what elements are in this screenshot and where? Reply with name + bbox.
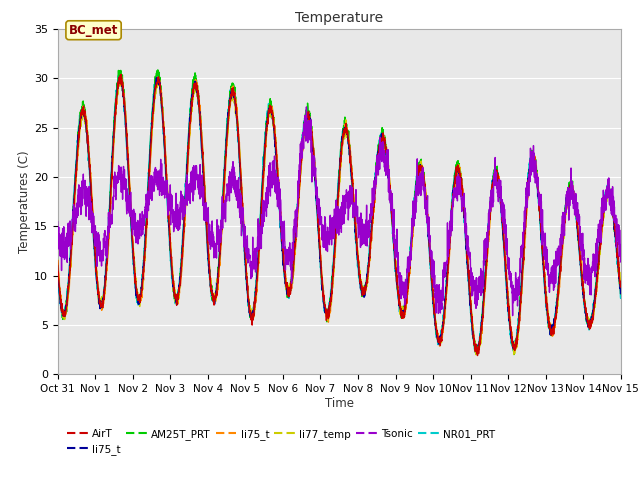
Text: BC_met: BC_met xyxy=(69,24,118,37)
X-axis label: Time: Time xyxy=(324,397,354,410)
Legend: AirT, li75_t, AM25T_PRT, li75_t, li77_temp, Tsonic, NR01_PRT: AirT, li75_t, AM25T_PRT, li75_t, li77_te… xyxy=(63,424,500,459)
Y-axis label: Temperatures (C): Temperatures (C) xyxy=(18,150,31,253)
Title: Temperature: Temperature xyxy=(295,11,383,25)
